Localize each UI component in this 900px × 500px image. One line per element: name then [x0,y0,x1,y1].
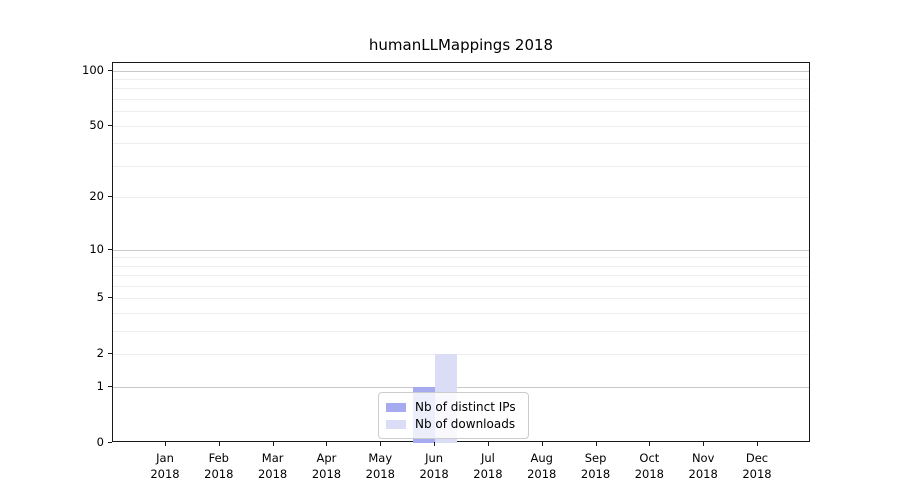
x-tick-mark [434,442,436,446]
legend-item-downloads: Nb of downloads [386,416,516,432]
x-tick-mark [380,442,382,446]
gridline-minor [113,79,809,81]
legend-label-distinct-ips: Nb of distinct IPs [415,400,516,414]
x-tick-mark [165,442,166,446]
gridline-minor [113,125,809,127]
x-tick-label: Dec 2018 [742,451,772,481]
x-tick-label: Feb 2018 [204,451,234,481]
x-tick-label: May 2018 [365,451,395,481]
y-tick-label: 50 [89,117,104,132]
gridline-minor [113,111,809,113]
gridline-minor [113,197,809,199]
legend-item-distinct-ips: Nb of distinct IPs [386,399,516,415]
x-tick-mark [757,442,758,446]
gridline-minor [113,257,809,259]
x-tick-label: Apr 2018 [311,451,342,481]
x-tick-mark [272,442,274,446]
x-tick-mark [595,442,597,446]
gridline-minor [113,354,809,356]
gridline-major [113,387,809,389]
x-tick-label: Jan 2018 [150,451,180,481]
gridline-minor [113,285,809,287]
gridline-minor [113,165,809,167]
y-tick-mark [108,69,112,71]
y-tick-label: 10 [89,241,104,256]
x-tick-label: Sep 2018 [580,451,611,481]
y-tick-mark [108,196,112,198]
gridline-minor [113,275,809,277]
y-tick-label: 20 [89,189,104,204]
y-tick-mark [108,353,112,355]
gridline-minor [113,88,809,90]
gridline-minor [113,143,809,145]
x-tick-mark [487,442,489,446]
gridline-minor [113,313,809,315]
y-tick-label: 0 [96,435,104,449]
gridline-minor [113,331,809,333]
x-tick-mark [326,442,328,446]
plot-area [112,62,810,443]
x-tick-label: Oct 2018 [634,451,664,481]
gridline-minor [113,265,809,267]
y-tick-label: 1 [96,379,104,394]
x-tick-mark [703,442,705,446]
chart-title: humanLLMappings 2018 [368,36,554,54]
legend-label-downloads: Nb of downloads [415,417,516,431]
x-tick-label: Jul 2018 [473,451,503,481]
legend-swatch-downloads [386,419,406,429]
x-tick-label: Mar 2018 [257,451,288,481]
y-tick-mark [108,248,112,250]
y-tick-mark [108,297,112,299]
y-tick-label: 100 [82,62,104,77]
x-tick-label: Jun 2018 [419,451,449,481]
x-tick-mark [649,442,651,446]
gridline-minor [113,99,809,101]
gridline-major [113,70,809,72]
y-tick-mark [108,124,112,126]
x-tick-label: Nov 2018 [688,451,718,481]
gridline-minor [113,298,809,300]
y-tick-label: 2 [96,346,104,361]
y-tick-label: 5 [96,290,104,305]
x-tick-mark [541,442,543,446]
gridline-major [113,249,809,251]
x-tick-mark [218,442,220,446]
x-tick-label: Aug 2018 [527,451,557,481]
y-tick-mark [108,442,112,443]
legend: Nb of distinct IPs Nb of downloads [378,392,529,439]
legend-swatch-distinct-ips [386,402,406,412]
y-tick-mark [108,386,112,388]
